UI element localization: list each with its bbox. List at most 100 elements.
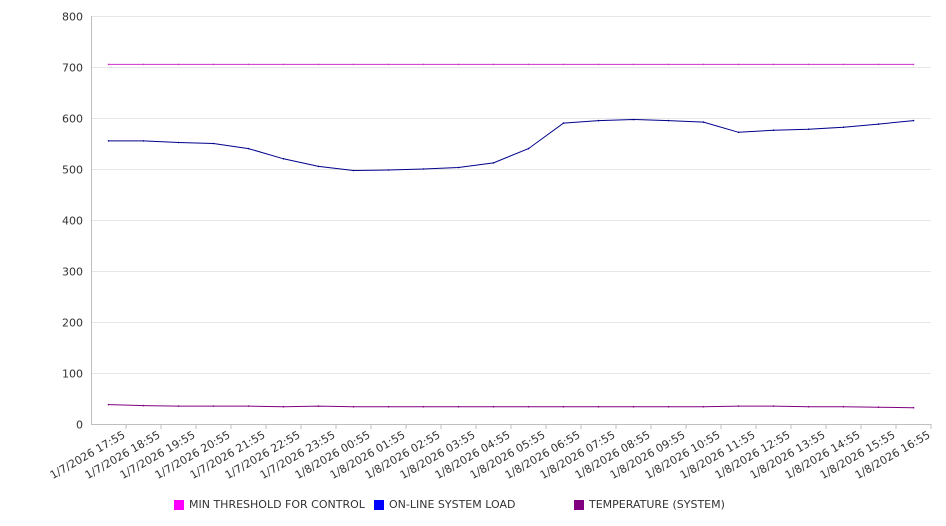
data-point <box>877 123 880 125</box>
legend-label: TEMPERATURE (SYSTEM) <box>589 498 725 511</box>
x-tick-labels: 1/7/2026 17:551/7/2026 18:551/7/2026 19:… <box>48 428 933 482</box>
data-point <box>177 405 180 407</box>
data-point <box>422 63 425 66</box>
data-point <box>282 405 285 408</box>
y-tick-label: 800 <box>62 11 83 24</box>
data-point <box>387 405 390 408</box>
data-point <box>142 63 145 66</box>
data-point <box>247 63 250 66</box>
legend-label: MIN THRESHOLD FOR CONTROL <box>189 498 365 511</box>
data-point <box>387 169 390 171</box>
legend-item[interactable]: TEMPERATURE (SYSTEM) <box>574 498 725 511</box>
data-point <box>562 122 565 124</box>
data-point <box>562 63 565 66</box>
data-point <box>212 405 215 407</box>
data-point <box>457 166 460 169</box>
y-tick-label: 300 <box>62 266 83 279</box>
data-point <box>247 405 250 407</box>
data-point <box>737 63 740 66</box>
data-point <box>527 405 530 408</box>
data-point <box>352 405 355 408</box>
data-point <box>772 405 775 407</box>
series-line <box>108 118 914 172</box>
series-3 <box>107 403 915 409</box>
series-line <box>108 404 914 409</box>
data-point <box>527 63 530 66</box>
legend-swatch <box>574 499 584 510</box>
data-point <box>737 131 740 134</box>
y-tick-label: 500 <box>62 164 83 177</box>
data-point <box>317 165 320 168</box>
data-point <box>702 121 705 123</box>
y-tick-label: 0 <box>76 419 83 432</box>
data-point <box>807 63 810 66</box>
data-point <box>177 141 180 144</box>
data-point <box>632 118 635 121</box>
data-point <box>177 63 180 66</box>
series-group <box>107 63 915 409</box>
y-tick-label: 400 <box>62 215 83 228</box>
data-point <box>422 168 425 170</box>
data-point <box>107 140 110 142</box>
data-point <box>912 406 915 409</box>
data-point <box>807 405 810 408</box>
data-point <box>807 128 810 130</box>
data-point <box>667 119 670 122</box>
data-point <box>527 147 530 150</box>
data-point <box>842 63 845 66</box>
data-point <box>737 405 740 407</box>
data-point <box>772 63 775 66</box>
data-point <box>317 63 320 66</box>
y-tick-label: 200 <box>62 317 83 330</box>
legend: MIN THRESHOLD FOR CONTROL ON-LINE SYSTEM … <box>0 498 946 514</box>
data-point <box>597 405 600 408</box>
data-point <box>877 406 880 409</box>
axes <box>91 16 932 429</box>
data-point <box>667 405 670 408</box>
data-point <box>352 63 355 66</box>
data-point <box>667 63 670 66</box>
data-point <box>492 162 495 164</box>
data-point <box>702 63 705 66</box>
data-point <box>212 63 215 66</box>
legend-item[interactable]: MIN THRESHOLD FOR CONTROL <box>174 498 365 511</box>
data-point <box>247 147 250 150</box>
data-point <box>492 405 495 408</box>
series-2 <box>107 118 915 172</box>
data-point <box>597 119 600 122</box>
data-point <box>107 63 110 66</box>
y-tick-label: 600 <box>62 113 83 126</box>
y-tick-label: 100 <box>62 368 83 381</box>
data-point <box>142 404 145 407</box>
grid <box>91 16 931 374</box>
legend-swatch <box>374 499 384 510</box>
y-tick-labels: 0 100 200 300 400 500 600 700 800 <box>62 11 83 432</box>
legend-swatch <box>174 499 184 510</box>
data-point <box>842 405 845 408</box>
data-point <box>422 405 425 408</box>
data-point <box>212 142 215 145</box>
data-point <box>457 63 460 66</box>
data-point <box>107 403 110 406</box>
data-point <box>282 158 285 160</box>
data-point <box>632 63 635 66</box>
data-point <box>912 63 915 66</box>
data-point <box>352 169 355 172</box>
data-point <box>457 405 460 408</box>
y-tick-label: 700 <box>62 62 83 75</box>
data-point <box>772 129 775 131</box>
data-point <box>492 63 495 66</box>
data-point <box>562 405 565 408</box>
data-point <box>142 140 145 142</box>
data-point <box>632 405 635 408</box>
data-point <box>387 63 390 66</box>
data-point <box>877 63 880 66</box>
data-point <box>282 63 285 66</box>
data-point <box>842 126 845 128</box>
series-1 <box>107 63 915 66</box>
data-point <box>912 119 915 122</box>
legend-item[interactable]: ON-LINE SYSTEM LOAD <box>374 498 515 511</box>
data-point <box>597 63 600 66</box>
legend-label: ON-LINE SYSTEM LOAD <box>389 498 516 511</box>
